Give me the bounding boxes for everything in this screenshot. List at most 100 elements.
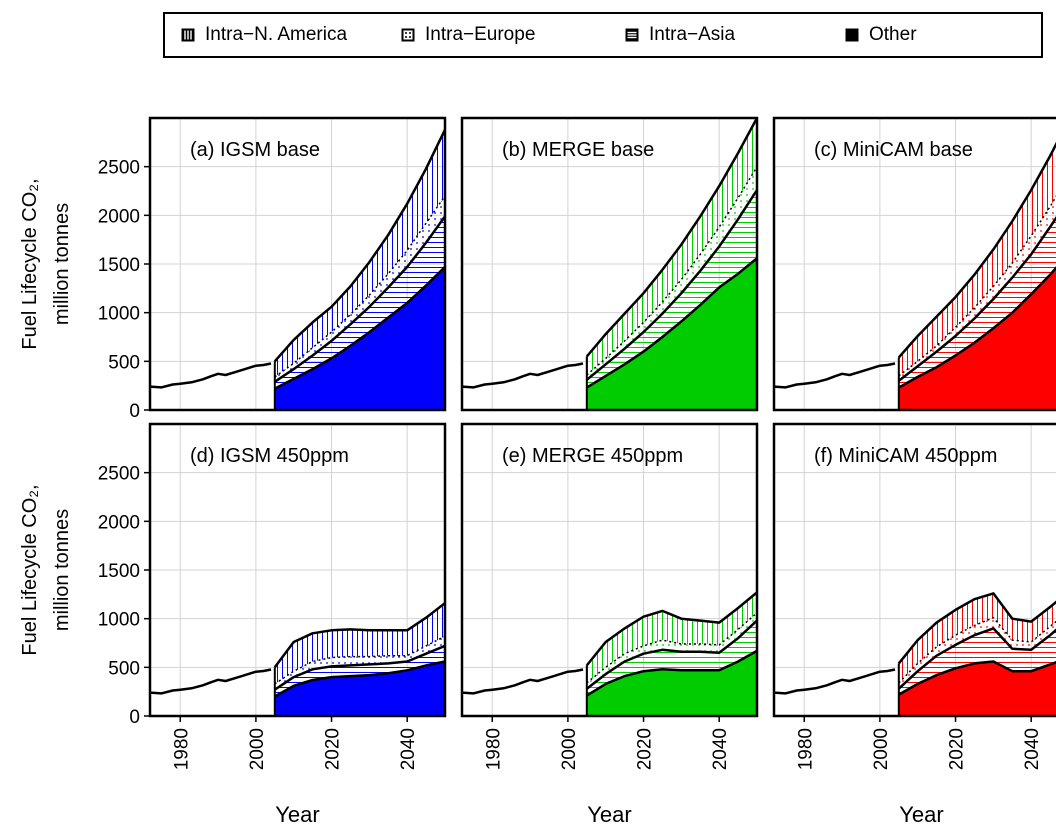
x-axis-label: Year — [899, 802, 943, 827]
legend: Intra−N. America Intra−Europe Intra−Asia… — [163, 12, 1043, 58]
legend-item-intra-asia: Intra−Asia — [625, 14, 735, 56]
x-tick-label: 2020 — [635, 728, 656, 770]
panel-frame — [460, 116, 759, 412]
historical-line — [462, 362, 584, 389]
x-tick-label: 2000 — [871, 728, 892, 770]
y-tick-label: 2500 — [98, 464, 140, 485]
panel-title: (e) MERGE 450ppm — [502, 445, 683, 467]
vertical-hatch-swatch-icon — [181, 28, 195, 42]
legend-item-other: Other — [845, 14, 917, 56]
historical-line — [774, 362, 896, 389]
y-tick-label: 1000 — [98, 610, 140, 631]
panel-frame — [772, 422, 1056, 718]
namerica-boundary-line — [897, 592, 1056, 665]
other-boundary-line — [586, 257, 757, 389]
y-axis-label-line1: Fuel Lifecycle CO₂, — [19, 484, 41, 655]
namerica-boundary-line — [273, 129, 445, 363]
intra-asia-area — [898, 218, 1056, 388]
y-axis-label-line2: million tonnes — [51, 203, 73, 325]
chart-panel-3: (c) MiniCAM base — [772, 116, 1056, 412]
panel-title: (c) MiniCAM base — [814, 139, 973, 161]
panel-series-group — [774, 592, 1056, 716]
intra-n-america-area — [898, 593, 1056, 683]
asia-boundary-line — [586, 189, 757, 381]
panel-title: (b) MERGE base — [502, 139, 654, 161]
intra-n-america-area — [586, 118, 757, 375]
horizontal-hatch-swatch-icon — [625, 28, 639, 42]
historical-line — [774, 668, 896, 695]
other-area — [274, 661, 445, 716]
chart-panel-5: (e) MERGE 450ppm 1980 2000 2020 2040 Year — [460, 422, 759, 827]
y-tick-label: 500 — [108, 658, 140, 679]
europe-boundary-line — [898, 195, 1056, 377]
panel-frame — [460, 422, 759, 718]
y-tick-label: 2500 — [98, 158, 140, 179]
solid-swatch-icon — [845, 28, 859, 42]
x-axis-label: Year — [587, 802, 631, 827]
asia-boundary-line — [274, 215, 445, 383]
x-tick-label: 2020 — [947, 728, 968, 770]
panel-frame — [772, 116, 1056, 412]
panel-title: (a) IGSM base — [190, 139, 320, 161]
x-axis-label: Year — [275, 802, 319, 827]
historical-line — [150, 668, 272, 695]
legend-label: Other — [869, 24, 917, 45]
other-boundary-line — [274, 660, 445, 698]
europe-boundary-line — [274, 195, 445, 378]
other-boundary-line — [898, 266, 1056, 389]
y-tick-label: 1000 — [98, 304, 140, 325]
intra-asia-area — [586, 190, 757, 388]
y-tick-label: 500 — [108, 352, 140, 373]
intra-n-america-area — [898, 144, 1056, 376]
historical-line — [462, 668, 584, 695]
other-area — [586, 650, 757, 716]
namerica-boundary-line — [897, 141, 1056, 359]
europe-boundary-line — [586, 612, 757, 684]
x-tick-label: 2000 — [559, 728, 580, 770]
legend-label: Intra−Europe — [425, 24, 536, 45]
other-area — [274, 266, 445, 410]
intra-asia-area — [586, 620, 757, 696]
intra-europe-area — [274, 636, 445, 690]
y-tick-label: 0 — [129, 707, 140, 728]
asia-boundary-line — [586, 619, 757, 690]
x-tick-label: 2040 — [1022, 728, 1043, 770]
x-tick-label: 2000 — [247, 728, 268, 770]
y-axis-label-line2: million tonnes — [51, 509, 73, 631]
panel-series-group — [462, 118, 757, 410]
legend-label: Intra−Asia — [649, 24, 736, 45]
europe-boundary-line — [586, 166, 757, 376]
legend-label: Intra−N. America — [205, 24, 348, 45]
x-tick-label: 1980 — [483, 728, 504, 770]
y-tick-label: 0 — [129, 401, 140, 422]
x-tick-label: 1980 — [171, 728, 192, 770]
legend-item-intra-europe: Intra−Europe — [401, 14, 535, 56]
intra-n-america-area — [586, 592, 757, 683]
intra-asia-area — [274, 645, 445, 697]
other-boundary-line — [586, 649, 757, 697]
x-tick-label: 2040 — [710, 728, 731, 770]
y-tick-label: 2000 — [98, 512, 140, 533]
other-boundary-line — [898, 660, 1056, 696]
asia-boundary-line — [898, 215, 1056, 382]
y-tick-label: 1500 — [98, 561, 140, 582]
asia-boundary-line — [897, 627, 1056, 690]
legend-item-intra-n-america: Intra−N. America — [181, 14, 347, 56]
panel-title: (d) IGSM 450ppm — [190, 445, 349, 467]
other-boundary-line — [274, 266, 445, 390]
other-area — [586, 258, 757, 410]
europe-boundary-line — [274, 635, 445, 685]
dotted-swatch-icon — [401, 28, 415, 42]
other-area — [898, 268, 1056, 410]
namerica-boundary-line — [585, 591, 757, 667]
x-tick-label: 2020 — [323, 728, 344, 770]
historical-line — [150, 362, 272, 389]
y-tick-label: 1500 — [98, 255, 140, 276]
chart-panel-2: (b) MERGE base — [460, 116, 759, 412]
intra-n-america-area — [274, 603, 445, 684]
namerica-boundary-line — [273, 602, 445, 669]
x-tick-label: 1980 — [795, 728, 816, 770]
panel-series-group — [774, 141, 1056, 410]
x-tick-label: 2040 — [398, 728, 419, 770]
